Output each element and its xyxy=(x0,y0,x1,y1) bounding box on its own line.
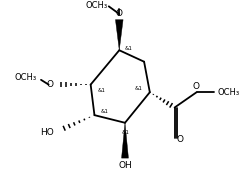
Text: &1: &1 xyxy=(122,130,130,135)
Text: O: O xyxy=(177,135,184,144)
Text: &1: &1 xyxy=(101,109,109,114)
Text: &1: &1 xyxy=(97,88,105,93)
Text: OCH₃: OCH₃ xyxy=(86,1,108,10)
Text: O: O xyxy=(192,82,199,91)
Text: HO: HO xyxy=(40,128,54,137)
Text: OH: OH xyxy=(118,161,132,170)
Text: O: O xyxy=(116,9,123,18)
Text: O: O xyxy=(46,80,54,89)
Text: OCH₃: OCH₃ xyxy=(218,88,240,97)
Text: &1: &1 xyxy=(134,86,142,91)
Text: &1: &1 xyxy=(125,46,133,51)
Polygon shape xyxy=(122,123,128,158)
Polygon shape xyxy=(116,20,123,50)
Text: OCH₃: OCH₃ xyxy=(14,73,36,82)
